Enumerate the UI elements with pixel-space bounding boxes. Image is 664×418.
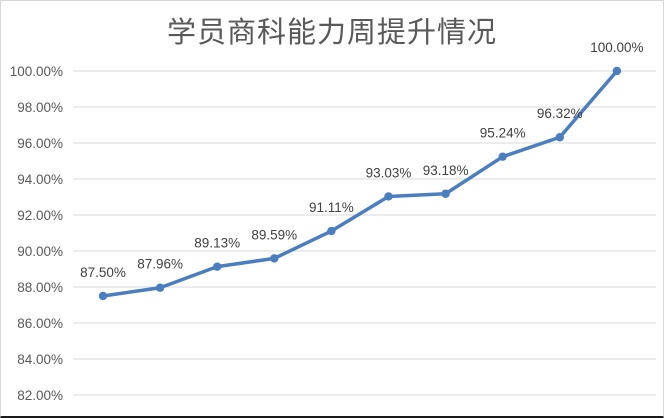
data-point-label: 95.24%: [480, 126, 526, 141]
y-tick-label: 82.00%: [17, 388, 63, 403]
data-point-label: 91.11%: [309, 200, 354, 215]
y-tick-label: 94.00%: [17, 172, 63, 187]
data-point-marker: [612, 66, 622, 76]
data-point-marker: [384, 192, 393, 201]
y-tick-label: 92.00%: [17, 208, 63, 223]
y-tick-label: 100.00%: [10, 64, 63, 79]
chart-title: 学员商科能力周提升情况: [166, 17, 497, 49]
data-point-marker: [155, 283, 165, 292]
y-tick-label: 86.00%: [17, 316, 63, 331]
y-tick-label: 96.00%: [17, 136, 63, 151]
y-tick-label: 88.00%: [17, 280, 63, 295]
data-point-label: 87.96%: [137, 257, 183, 272]
data-point-label: 89.59%: [251, 227, 297, 242]
data-point-label: 93.03%: [366, 165, 412, 180]
data-point-marker: [270, 254, 279, 263]
data-point-marker: [441, 189, 450, 198]
data-point-label: 87.50%: [80, 265, 126, 280]
y-tick-label: 84.00%: [17, 352, 63, 367]
data-point-marker: [213, 262, 222, 271]
data-point-label: 93.18%: [423, 163, 469, 178]
data-point-marker: [498, 152, 507, 161]
data-point-marker: [555, 133, 564, 142]
y-tick-label: 90.00%: [17, 244, 63, 259]
data-point-label: 89.13%: [194, 236, 240, 251]
series-line: [101, 69, 619, 298]
data-point-label: 96.32%: [537, 106, 583, 121]
y-tick-label: 98.00%: [17, 100, 63, 115]
data-point-marker: [98, 291, 108, 301]
data-point-label: 100.00%: [590, 40, 643, 55]
data-point-marker: [327, 226, 336, 236]
